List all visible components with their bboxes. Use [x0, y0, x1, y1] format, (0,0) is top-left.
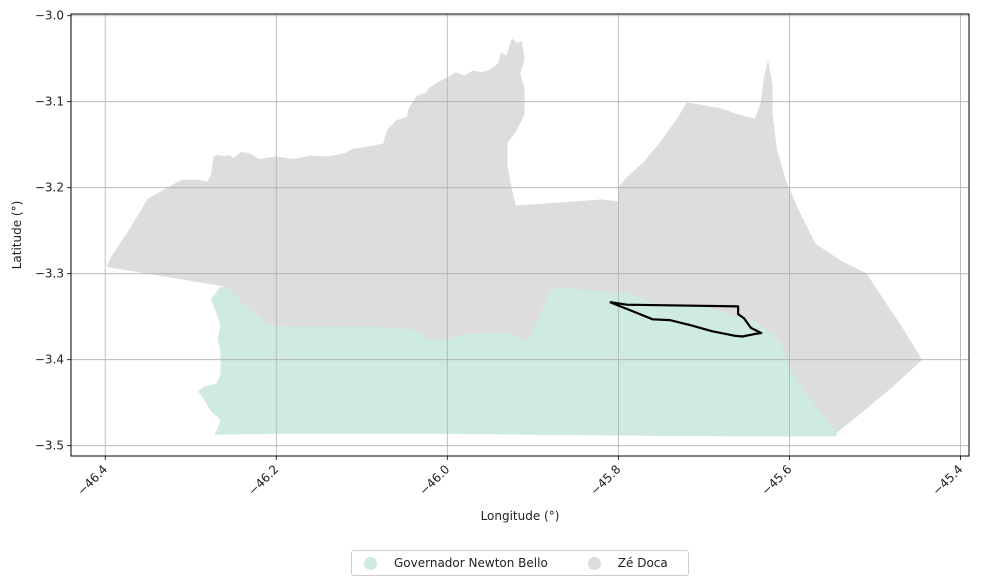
highlight-outline [609, 301, 763, 338]
y-tick-label: −3.3 [35, 267, 64, 281]
x-axis-title: Longitude (°) [481, 509, 560, 523]
y-tick-label: −3.0 [35, 9, 64, 23]
legend-label-ze-doca: Zé Doca [617, 556, 668, 570]
legend-item-ze-doca: Zé Doca [587, 556, 668, 570]
legend-label-newton-bello: Governador Newton Bello [394, 556, 548, 570]
x-tick-label: −45.8 [588, 462, 624, 498]
legend-swatch-ze-doca [587, 556, 601, 570]
plot-frame [70, 13, 970, 457]
outline-layer [609, 301, 763, 338]
y-tick-label: −3.1 [35, 95, 64, 109]
x-tick-label: −45.4 [930, 462, 966, 498]
x-tick-label: −45.6 [759, 462, 795, 498]
legend-item-newton-bello: Governador Newton Bello [364, 556, 548, 570]
x-tick-label: −46.4 [74, 462, 110, 498]
legend: Governador Newton Bello Zé Doca [351, 550, 689, 576]
y-tick-label: −3.5 [35, 439, 64, 453]
legend-swatch-newton-bello [364, 556, 377, 570]
regions-layer [106, 38, 923, 437]
grid-layer [71, 14, 969, 456]
y-axis-title: Latitude (°) [10, 201, 24, 270]
x-tick-label: −46.0 [417, 462, 453, 498]
y-tick-label: −3.2 [35, 181, 64, 195]
y-tick-label: −3.4 [35, 353, 64, 367]
region-governador-newton-bello [198, 286, 837, 437]
x-tick-label: −46.2 [245, 462, 281, 498]
